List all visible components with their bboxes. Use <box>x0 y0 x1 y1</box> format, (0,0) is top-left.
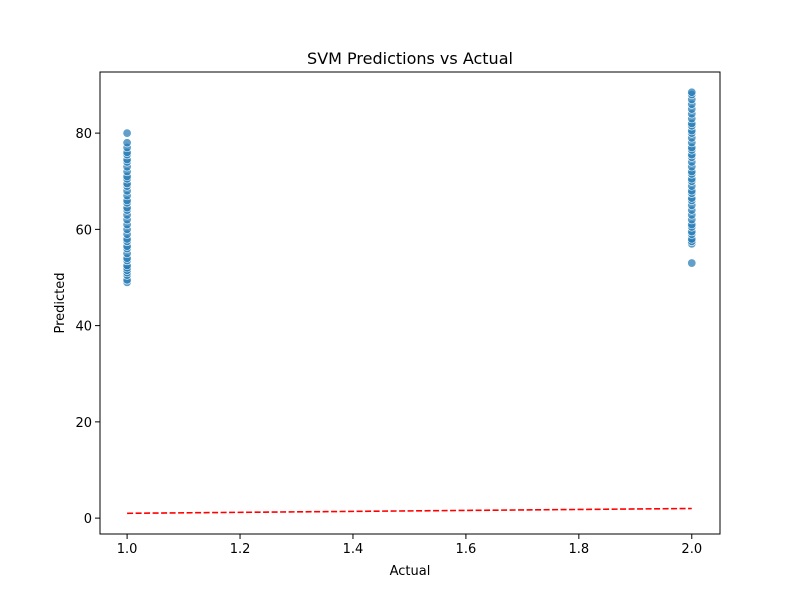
y-tick-label: 0 <box>84 512 92 527</box>
x-axis-label: Actual <box>390 564 431 579</box>
y-axis-label: Predicted <box>53 272 68 333</box>
point <box>122 138 132 148</box>
y-tick-label: 20 <box>75 416 92 431</box>
y-tick-label: 60 <box>75 223 92 238</box>
chart-title: SVM Predictions vs Actual <box>307 49 513 68</box>
x-tick-label: 1.4 <box>343 542 364 557</box>
x-tick-label: 2.0 <box>681 542 702 557</box>
x-tick-label: 1.6 <box>456 542 477 557</box>
reference-line <box>127 507 692 515</box>
x-tick-label: 1.2 <box>230 542 251 557</box>
x-tick-label: 1.0 <box>117 542 138 557</box>
y-tick-label: 80 <box>75 127 92 142</box>
x-tick-label: 1.8 <box>568 542 589 557</box>
y-tick-label: 40 <box>75 320 92 335</box>
plot-frame <box>99 71 721 535</box>
point <box>122 128 132 138</box>
point <box>687 258 697 268</box>
point <box>687 87 697 97</box>
